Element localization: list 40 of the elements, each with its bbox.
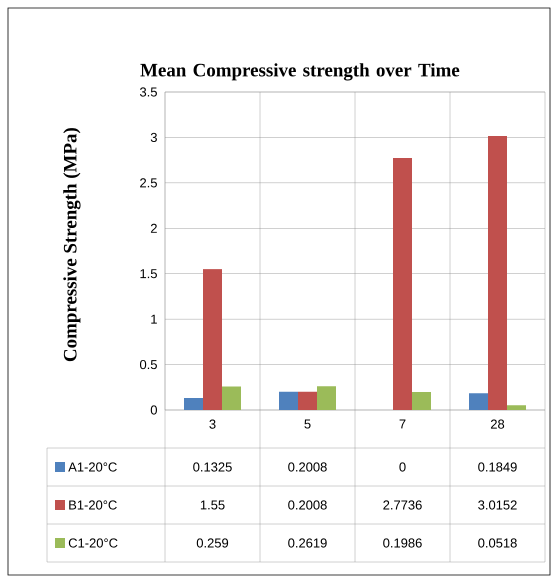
- data-label: 0.259: [196, 538, 228, 548]
- x-tick-label: 5: [304, 420, 311, 429]
- bar: [222, 386, 241, 410]
- y-tick-label: 2: [150, 224, 157, 233]
- bar: [507, 405, 526, 410]
- legend-label: A1-20°C: [68, 462, 117, 472]
- bar: [412, 392, 431, 410]
- y-tick-label: 0.5: [140, 360, 157, 370]
- bar: [317, 386, 336, 410]
- bar: [488, 136, 507, 410]
- bar: [469, 393, 488, 410]
- data-label: 0.2008: [288, 462, 327, 472]
- data-label: 0.1849: [478, 462, 517, 472]
- bar: [279, 392, 298, 410]
- bar: [298, 392, 317, 410]
- y-tick-label: 3.5: [140, 87, 157, 97]
- data-label: 1.55: [200, 500, 225, 510]
- data-label: 0.2008: [288, 500, 327, 510]
- data-label: 3.0152: [478, 500, 517, 510]
- chart-title: Mean Compressive strength over Time: [140, 63, 460, 80]
- data-label: 0.2619: [288, 538, 327, 548]
- data-label: 0.1986: [383, 538, 422, 548]
- x-tick-label: 7: [400, 420, 406, 428]
- y-tick-label: 0: [150, 405, 157, 415]
- y-tick-label: 1.5: [140, 269, 157, 278]
- data-label: 0.1325: [193, 462, 232, 472]
- y-tick-label: 1: [151, 314, 157, 324]
- y-tick-label: 2.5: [140, 178, 157, 188]
- data-label: 0.0518: [478, 538, 517, 548]
- x-tick-label: 3: [209, 420, 216, 429]
- bar: [203, 269, 222, 410]
- legend-label: B1-20°C: [69, 500, 117, 510]
- legend-label: C1-20°C: [68, 538, 118, 548]
- bar: [184, 398, 203, 410]
- data-label: 0: [399, 462, 406, 472]
- data-label: 2.7736: [383, 500, 422, 510]
- bar: [393, 158, 412, 410]
- x-tick-label: 28: [490, 420, 504, 429]
- y-axis-title: Compressive Strength (MPa): [63, 128, 81, 362]
- y-tick-label: 3: [150, 132, 157, 142]
